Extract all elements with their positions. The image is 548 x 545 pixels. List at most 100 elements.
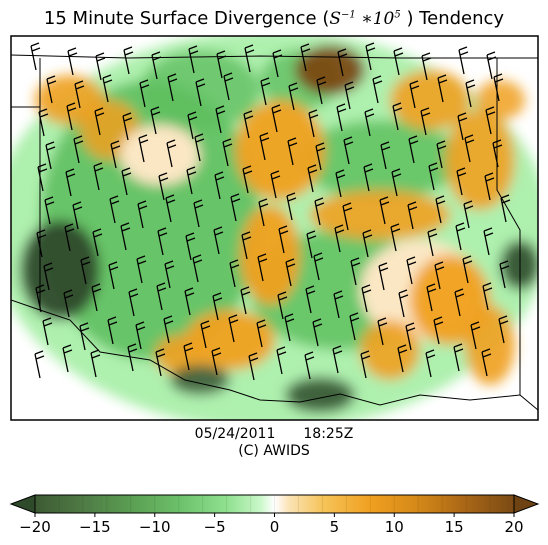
wind-barb xyxy=(155,348,166,377)
wind-barb xyxy=(73,135,84,164)
wind-barb xyxy=(167,73,178,102)
wind-barb xyxy=(276,346,287,375)
wind-barb xyxy=(337,48,348,77)
colorbar-tick-label: −5 xyxy=(203,518,226,536)
wind-barb xyxy=(307,164,318,193)
divergence-region xyxy=(360,320,420,380)
wind-barb xyxy=(193,199,204,228)
wind-barb xyxy=(486,51,497,80)
wind-barb xyxy=(188,45,199,74)
wind-barb xyxy=(212,292,223,321)
wind-barb xyxy=(228,314,239,343)
wind-barb xyxy=(306,230,317,259)
texas-line xyxy=(11,299,41,311)
wind-barb xyxy=(150,106,161,135)
wind-barb xyxy=(390,223,401,252)
colorbar-tick-label: 0 xyxy=(269,518,280,536)
colorbar-tick-label: −20 xyxy=(19,518,51,536)
wind-barb xyxy=(163,315,174,344)
colorbar-tick-label: 5 xyxy=(329,518,340,536)
wind-barb xyxy=(121,167,132,196)
wind-barb xyxy=(364,108,375,137)
wind-barb xyxy=(258,198,269,227)
wind-barb xyxy=(213,226,224,255)
wind-barb xyxy=(192,254,203,283)
wind-barb xyxy=(407,201,418,230)
wind-barb xyxy=(194,133,205,162)
wind-barb xyxy=(463,200,474,229)
wind-barb xyxy=(107,316,118,345)
wind-barb xyxy=(313,252,324,281)
divergence-region xyxy=(155,335,205,375)
wind-barb xyxy=(421,52,432,81)
wind-barb xyxy=(308,109,319,138)
colorbar-tick-label: 15 xyxy=(444,518,464,536)
wind-barb xyxy=(110,140,121,169)
wind-barb xyxy=(342,202,353,231)
wind-barb xyxy=(427,228,438,257)
wind-barb xyxy=(437,74,448,103)
wind-barb xyxy=(456,167,467,196)
wind-barb xyxy=(379,196,390,225)
divergence-region xyxy=(465,305,515,385)
wind-barb xyxy=(409,80,420,109)
divergence-region xyxy=(140,50,260,130)
wind-barb xyxy=(435,195,446,224)
wind-barb xyxy=(138,134,149,163)
wind-barb xyxy=(43,262,54,291)
wind-barb xyxy=(453,343,464,372)
wind-barb xyxy=(35,284,46,313)
divergence-region xyxy=(240,205,300,305)
wind-barb xyxy=(462,255,473,284)
wind-barb xyxy=(240,286,251,315)
wind-barb xyxy=(37,163,48,192)
wind-barb xyxy=(36,229,47,258)
wind-barb xyxy=(270,170,281,199)
divergence-region xyxy=(500,240,538,290)
wind-barb xyxy=(372,75,383,104)
wind-barb xyxy=(214,171,225,200)
wind-barb xyxy=(485,106,496,135)
wind-barb xyxy=(455,222,466,251)
wind-barb xyxy=(44,196,55,225)
wind-barb xyxy=(166,139,177,168)
wind-barb xyxy=(304,351,315,380)
wind-barb xyxy=(109,195,120,224)
wind-barb xyxy=(284,313,295,342)
divergence-region xyxy=(475,80,525,120)
wind-barb xyxy=(157,227,168,256)
wind-barb xyxy=(80,256,91,285)
wind-barb xyxy=(272,49,283,78)
divergence-region xyxy=(20,220,100,320)
wind-barb xyxy=(454,288,465,317)
time-label: 18:25Z xyxy=(303,426,354,442)
wind-barb xyxy=(314,197,325,226)
divergence-fill xyxy=(11,36,538,420)
wind-barb xyxy=(185,232,196,261)
wind-barb xyxy=(102,74,113,103)
credit-label: (C) AWIDS xyxy=(238,443,310,459)
wind-barb xyxy=(493,73,504,102)
chart-title: 15 Minute Surface Divergence (S−1 ∗105 )… xyxy=(43,8,505,29)
wind-barb xyxy=(242,165,253,194)
divergence-region xyxy=(445,110,515,210)
wind-barb xyxy=(312,318,323,347)
wind-barb xyxy=(184,287,195,316)
wind-barb xyxy=(335,169,346,198)
wind-barb xyxy=(248,352,259,381)
arkansas-border xyxy=(496,58,538,411)
wind-barb xyxy=(92,228,103,257)
wind-barb xyxy=(433,316,444,345)
wind-barb xyxy=(287,137,298,166)
wind-barb xyxy=(123,46,134,75)
wind-barb xyxy=(259,132,270,161)
wind-barb xyxy=(67,47,78,76)
wind-barb xyxy=(464,134,475,163)
wind-barb xyxy=(436,140,447,169)
colorbar-max-arrow xyxy=(513,494,540,514)
wind-barb xyxy=(492,139,503,168)
wind-barb xyxy=(34,350,45,379)
wind-barb xyxy=(128,288,139,317)
wind-barb xyxy=(426,283,437,312)
wind-barb xyxy=(470,321,481,350)
